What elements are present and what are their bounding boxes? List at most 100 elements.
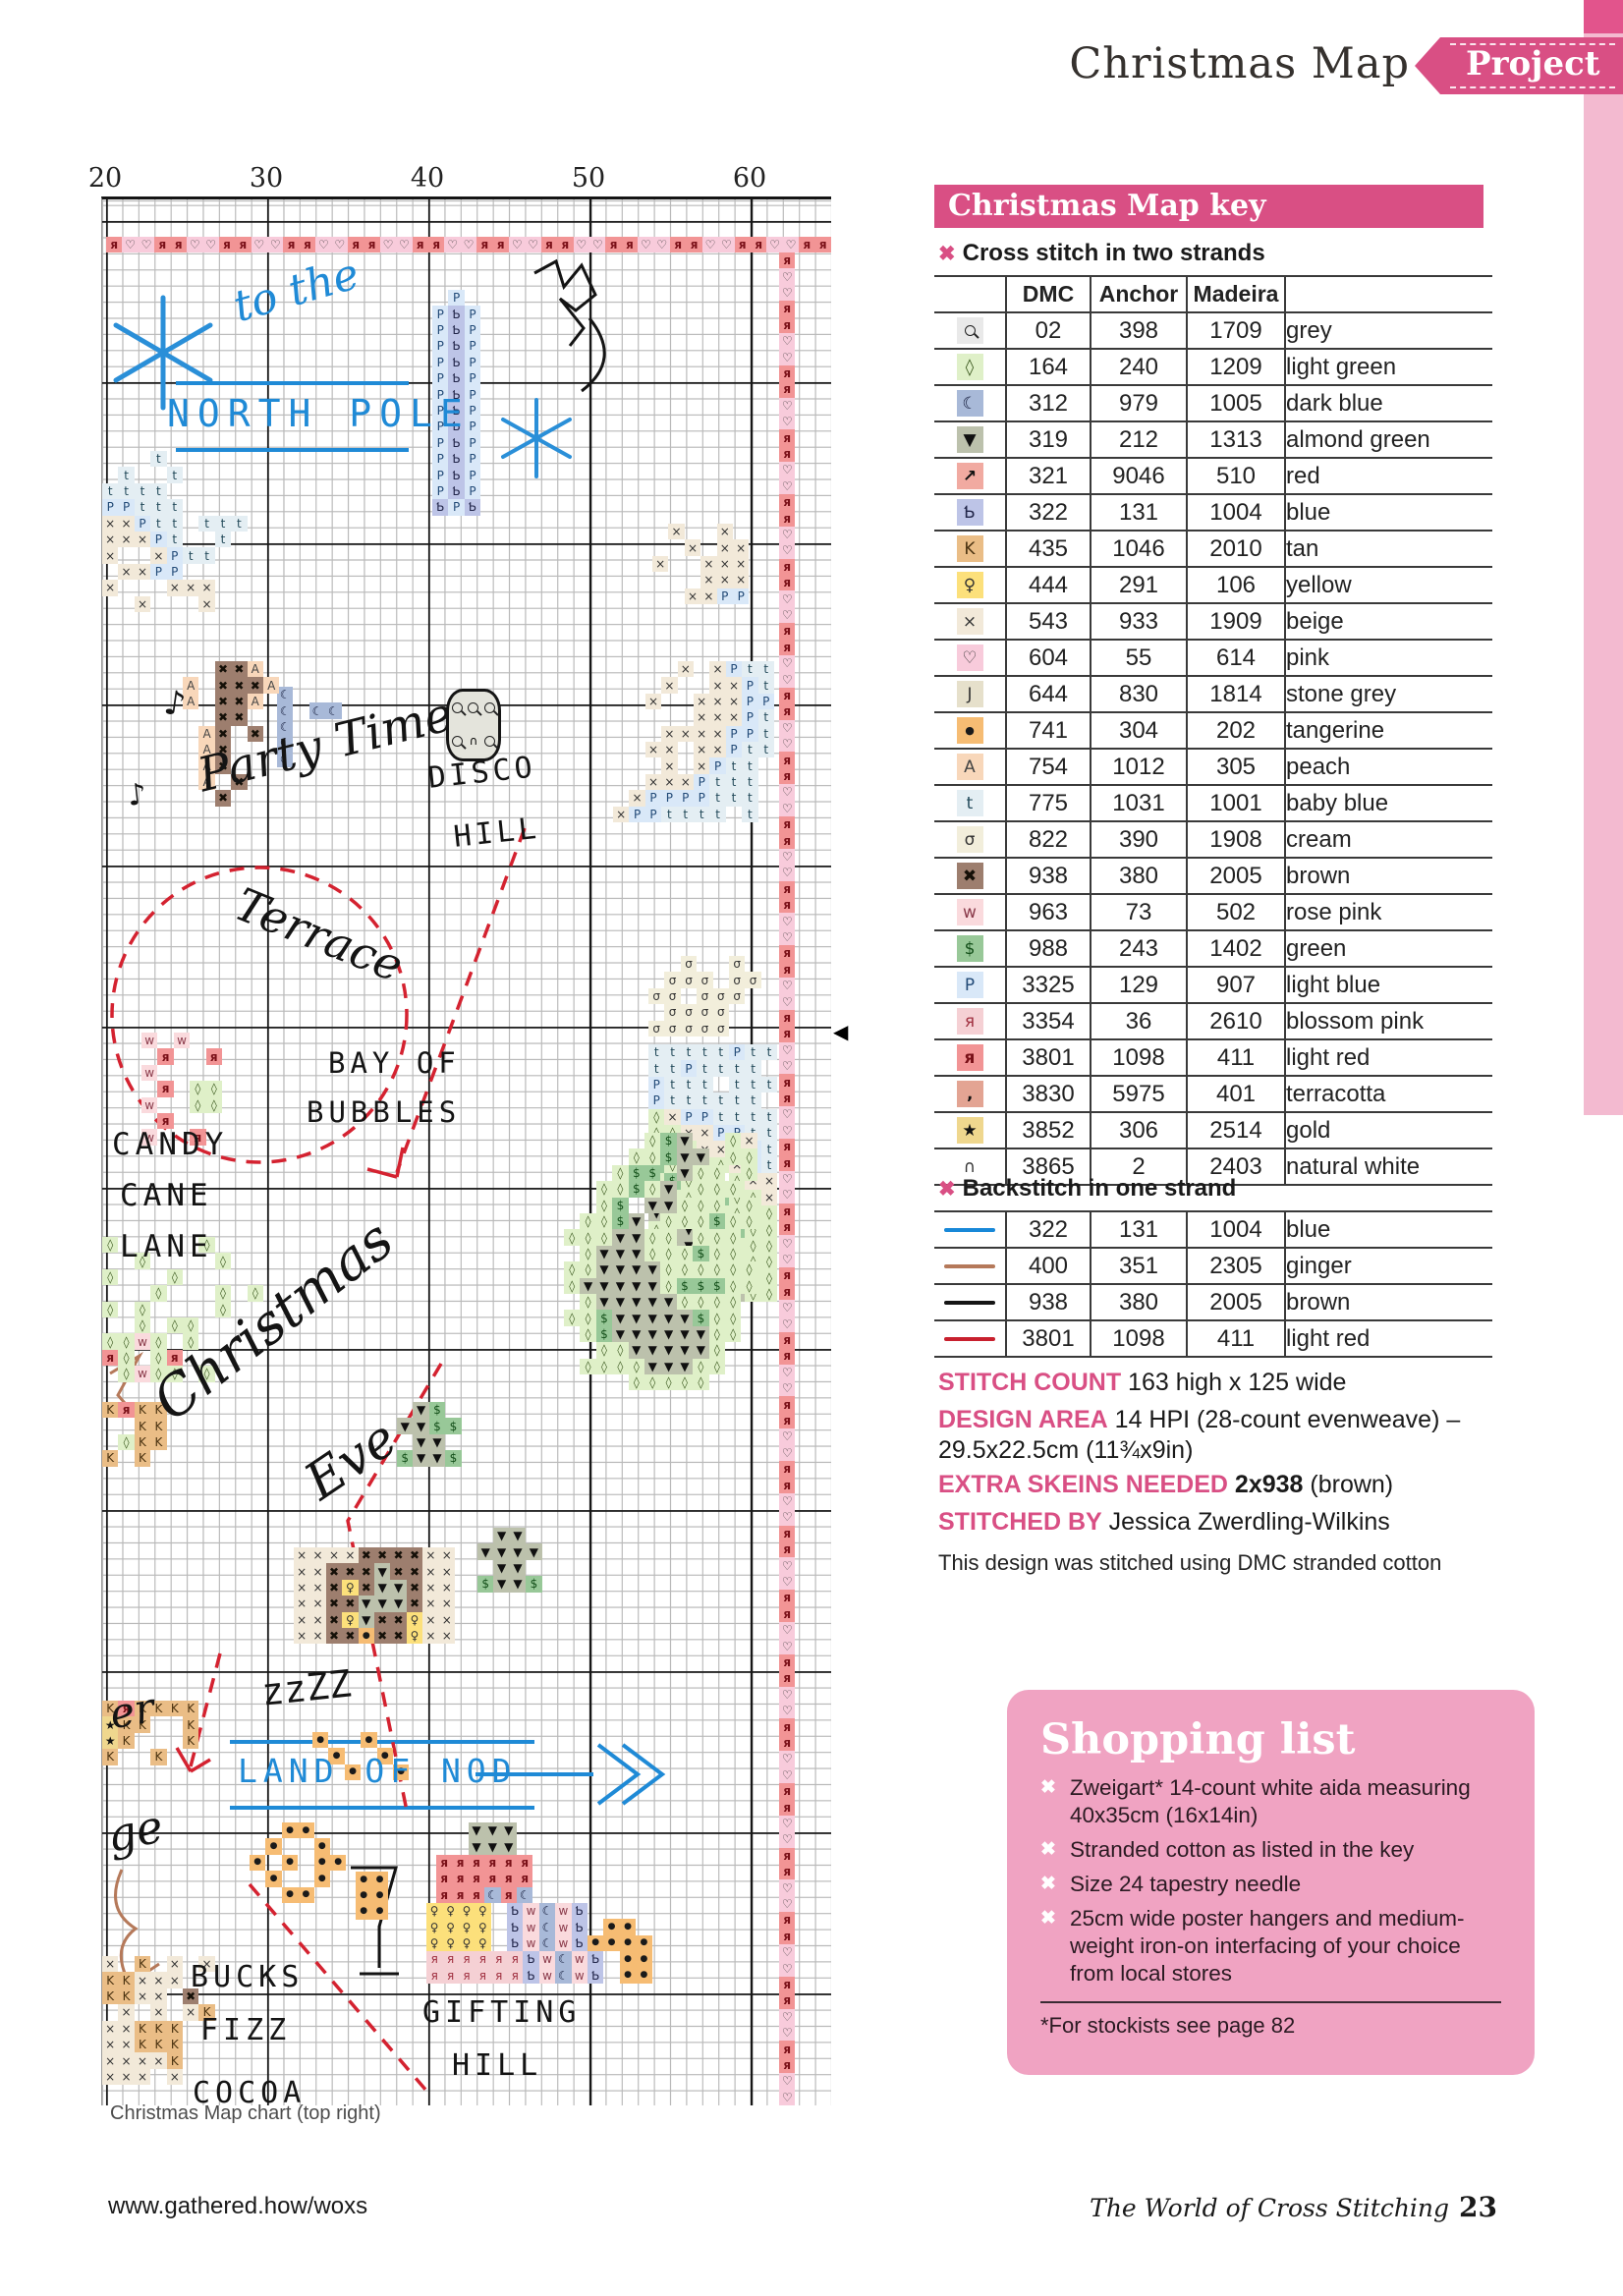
stitch-cell: ◊ (183, 1317, 199, 1334)
stitch-cell: Ƅ (464, 499, 481, 516)
stitch-cell: ▼ (595, 1261, 613, 1278)
stitch-cell: я (779, 816, 796, 833)
stitch-cell: ◊ (102, 1237, 119, 1254)
stitch-cell: × (294, 1628, 310, 1645)
stitch-cell: ● (313, 1838, 330, 1855)
stitch-cell: ✖ (214, 790, 232, 807)
stitch-cell: я (436, 1886, 453, 1903)
stitch-cell: ♡ (779, 671, 796, 688)
key-row: ▼ 319 212 1313 almond green (934, 420, 1492, 458)
stitch-cell: ◊ (595, 1229, 613, 1246)
stitch-cell: × (422, 1547, 439, 1564)
disco-ball-motif: ∩ (446, 689, 501, 761)
key-row: w 963 73 502 rose pink (934, 893, 1492, 930)
stitch-cell: ✖ (390, 1563, 407, 1580)
stitch-cell: ◊ (150, 1366, 167, 1382)
stitch-cell: ▼ (612, 1310, 629, 1326)
stitch-cell: я (779, 767, 796, 785)
stitch-cell: K (198, 2004, 215, 2021)
stitch-cell: ♀ (458, 1934, 476, 1952)
stitch-cell: ● (636, 1967, 652, 1984)
stitch-cell: я (475, 1951, 491, 1968)
stitch-cell: $ (693, 1245, 709, 1262)
stitch-cell: P (464, 434, 481, 451)
backstitch-row: 938 380 2005 brown (934, 1283, 1492, 1320)
stitch-cell: я (118, 1701, 135, 1717)
stitch-cell: t (183, 547, 199, 564)
symbol-swatch: ◊ (934, 348, 1006, 385)
stitch-cell: Ƅ (432, 499, 449, 516)
backstitch-heading: ✖ Backstitch in one strand (938, 1175, 1237, 1202)
stitch-cell: t (150, 482, 167, 500)
stitch-cell: K (134, 1956, 151, 1973)
stitch-cell: ◊ (205, 1081, 222, 1097)
stitch-cell: я (779, 1461, 796, 1478)
stitch-cell: ♡ (779, 268, 796, 285)
stitch-cell: ♡ (779, 2073, 796, 2090)
stitch-cell: ● (393, 1764, 410, 1781)
stitch-cell: P (432, 354, 449, 370)
stitch-cell: ▼ (595, 1277, 613, 1294)
stitch-cell: t (709, 790, 726, 807)
stitch-cell: я (428, 237, 445, 253)
stitch-cell: ◊ (708, 1245, 725, 1262)
chart-label: LANE (120, 1229, 213, 1264)
stitch-cell: t (760, 1141, 778, 1157)
stitch-cell: × (102, 532, 119, 548)
stitch-cell: ◊ (214, 1253, 232, 1269)
stitch-cell: ▼ (493, 1528, 510, 1544)
chart-label: BUBBLES (307, 1095, 462, 1129)
stitch-cell: ◊ (628, 1148, 644, 1165)
stitch-cell: ◊ (564, 1229, 581, 1246)
stitch-cell: ◊ (745, 1237, 761, 1255)
axis-number: 50 (571, 163, 606, 194)
stitch-cell: K (166, 2052, 183, 2069)
stitch-cell: ✖ (390, 1628, 407, 1645)
stitch-cell: × (309, 1611, 326, 1628)
symbol-swatch: K (934, 530, 1006, 567)
symbol-swatch: A (934, 748, 1006, 785)
stitch-cell: я (442, 1967, 459, 1984)
stitch-cell: ◊ (708, 1164, 725, 1182)
stitch-cell: я (799, 237, 815, 253)
stitch-cell: P (644, 790, 662, 807)
stitch-cell: ♡ (779, 1815, 796, 1832)
symbol-swatch: J (934, 675, 1006, 712)
stitch-cell: ♡ (138, 237, 155, 253)
cross-icon: ✖ (938, 1178, 956, 1201)
key-panel-header: Christmas Map key (934, 185, 1483, 228)
stitch-cell: ✖ (325, 1596, 343, 1612)
stitch-cell: × (183, 2004, 199, 2021)
stitch-cell: ◊ (660, 1374, 677, 1391)
stitch-cell: P (464, 338, 481, 355)
stitch-cell: × (644, 773, 662, 791)
stitch-cell: ◊ (760, 1269, 778, 1286)
stitch-cell: t (729, 1076, 746, 1093)
stitch-cell: t (757, 725, 774, 742)
stitch-cell: P (644, 806, 662, 822)
stitch-cell: ◊ (580, 1310, 596, 1326)
stitch-cell: ▼ (509, 1559, 527, 1577)
stitch-cell: ▼ (628, 1325, 644, 1343)
key-row: ✖ 938 380 2005 brown (934, 857, 1492, 894)
stitch-cell: $ (676, 1277, 694, 1294)
stitch-cell: ♡ (779, 736, 796, 753)
stitch-cell: P (661, 790, 678, 807)
stitch-cell: ▼ (358, 1596, 374, 1612)
stitch-cell: t (198, 547, 215, 564)
stitch-cell: ♀ (342, 1611, 359, 1628)
stitch-cell: K (150, 1749, 167, 1765)
stitch-cell: × (677, 725, 694, 742)
stitch-cell: Ƅ (507, 1919, 524, 1935)
axis-number: 40 (410, 163, 445, 194)
stitch-cell: t (664, 1092, 681, 1109)
key-row: Ƅ 322 131 1004 blue (934, 493, 1492, 531)
stitch-cell: ● (358, 1628, 374, 1645)
cross-icon: ✖ (938, 243, 956, 265)
stitch-cell: ♀ (475, 1903, 491, 1920)
stitch-cell: ♡ (779, 2008, 796, 2025)
stitch-cell: я (364, 237, 380, 253)
stitch-cell: t (166, 532, 183, 548)
stitch-cell: $ (445, 1418, 462, 1434)
stitch-cell: ● (588, 1934, 604, 1952)
